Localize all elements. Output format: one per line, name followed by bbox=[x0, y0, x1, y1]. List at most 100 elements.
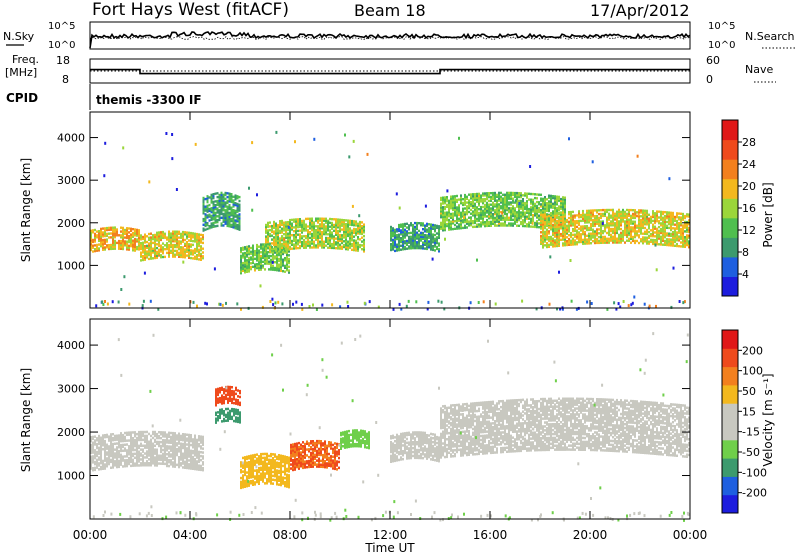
heatmap-cell bbox=[638, 209, 640, 212]
heatmap-cell bbox=[262, 260, 264, 263]
heatmap-cell bbox=[96, 439, 98, 442]
heatmap-cell bbox=[426, 222, 428, 226]
heatmap-cell bbox=[602, 212, 604, 216]
heatmap-cell bbox=[110, 435, 112, 438]
heatmap-cell bbox=[224, 197, 227, 200]
heatmap-cell bbox=[104, 451, 106, 455]
heatmap-cell bbox=[680, 245, 682, 248]
heatmap-cell bbox=[448, 220, 450, 224]
heatmap-cell bbox=[446, 213, 448, 216]
heatmap-cell bbox=[590, 236, 592, 239]
heatmap-cell bbox=[140, 434, 142, 438]
heatmap-cell bbox=[128, 236, 130, 240]
heatmap-cell bbox=[618, 233, 620, 237]
heatmap-cell bbox=[600, 233, 602, 237]
heatmap-cell bbox=[148, 462, 150, 465]
heatmap-cell bbox=[410, 235, 412, 238]
heatmap-cell bbox=[482, 213, 484, 216]
heatmap-cell bbox=[508, 203, 510, 206]
heatmap-cell bbox=[265, 248, 267, 252]
heatmap-cell bbox=[274, 261, 276, 264]
heatmap-cell bbox=[448, 207, 450, 210]
heatmap-cell bbox=[216, 211, 219, 214]
heatmap-cell bbox=[428, 234, 430, 237]
heatmap-cell bbox=[252, 256, 254, 259]
heatmap-cell bbox=[648, 234, 650, 238]
heatmap-cell bbox=[554, 233, 556, 236]
heatmap-cell bbox=[319, 229, 321, 232]
heatmap-cell bbox=[650, 232, 652, 236]
heatmap-cell bbox=[146, 436, 148, 440]
heatmap-cell bbox=[194, 438, 196, 441]
heatmap-cell bbox=[180, 442, 182, 445]
heatmap-cell bbox=[644, 230, 646, 233]
heatmap-cell bbox=[351, 242, 353, 246]
heatmap-cell bbox=[104, 141, 107, 145]
heatmap-cell bbox=[325, 227, 327, 230]
heatmap-cell bbox=[307, 234, 309, 238]
heatmap-cell bbox=[182, 238, 184, 241]
heatmap-cell bbox=[466, 209, 468, 212]
heatmap-cell bbox=[426, 247, 428, 251]
heatmap-cell bbox=[672, 266, 675, 270]
heatmap-cell bbox=[626, 239, 628, 242]
heatmap-cell bbox=[640, 211, 642, 214]
heatmap-cell bbox=[148, 244, 150, 247]
heatmap-cell bbox=[598, 228, 600, 231]
heatmap-cell bbox=[126, 240, 128, 243]
heatmap-cell bbox=[586, 213, 588, 216]
heatmap-cell bbox=[552, 243, 554, 246]
heatmap-cell bbox=[299, 241, 301, 244]
heatmap-cell bbox=[313, 236, 315, 239]
heatmap-cell bbox=[658, 231, 660, 234]
heatmap-cell bbox=[262, 249, 264, 252]
heatmap-cell bbox=[92, 229, 94, 232]
heatmap-cell bbox=[596, 228, 598, 231]
heatmap-cell bbox=[434, 224, 436, 227]
heatmap-cell bbox=[100, 231, 102, 234]
heatmap-cell bbox=[353, 239, 355, 242]
heatmap-cell bbox=[158, 237, 160, 240]
heatmap-cell bbox=[92, 459, 94, 462]
heatmap-cell bbox=[248, 245, 250, 248]
heatmap-cell bbox=[218, 212, 221, 216]
heatmap-cell bbox=[309, 223, 311, 226]
heatmap-cell bbox=[424, 228, 426, 231]
heatmap-cell bbox=[267, 233, 269, 236]
heatmap-cell bbox=[303, 235, 305, 238]
heatmap-cell bbox=[214, 211, 217, 215]
heatmap-cell bbox=[430, 242, 432, 245]
heatmap-cell bbox=[218, 211, 221, 214]
heatmap-cell bbox=[584, 221, 586, 224]
heatmap-cell bbox=[132, 249, 134, 252]
heatmap-cell bbox=[418, 239, 420, 242]
heatmap-cell bbox=[178, 246, 180, 249]
heatmap-cell bbox=[504, 199, 506, 202]
heatmap-cell bbox=[186, 458, 188, 462]
heatmap-cell bbox=[410, 241, 412, 244]
heatmap-cell bbox=[236, 208, 239, 211]
heatmap-cell bbox=[549, 255, 552, 259]
heatmap-cell bbox=[293, 218, 295, 221]
heatmap-cell bbox=[558, 235, 560, 238]
heatmap-cell bbox=[420, 222, 422, 225]
heatmap-cell bbox=[295, 231, 297, 235]
heatmap-cell bbox=[520, 195, 522, 199]
heatmap-cell bbox=[264, 258, 266, 261]
heatmap-cell bbox=[554, 210, 556, 213]
heatmap-cell bbox=[514, 209, 516, 212]
heatmap-cell bbox=[156, 442, 158, 446]
heatmap-cell bbox=[642, 217, 644, 220]
heatmap-cell bbox=[110, 437, 112, 440]
heatmap-cell bbox=[96, 462, 98, 465]
heatmap-cell bbox=[117, 300, 120, 304]
heatmap-cell bbox=[230, 210, 233, 213]
heatmap-cell bbox=[514, 216, 516, 220]
heatmap-cell bbox=[286, 265, 288, 268]
heatmap-cell bbox=[291, 234, 293, 237]
heatmap-cell bbox=[682, 214, 684, 218]
heatmap-cell bbox=[184, 244, 186, 247]
heatmap-cell bbox=[172, 230, 174, 233]
heatmap-cell bbox=[622, 218, 624, 221]
heatmap-cell bbox=[130, 454, 132, 458]
